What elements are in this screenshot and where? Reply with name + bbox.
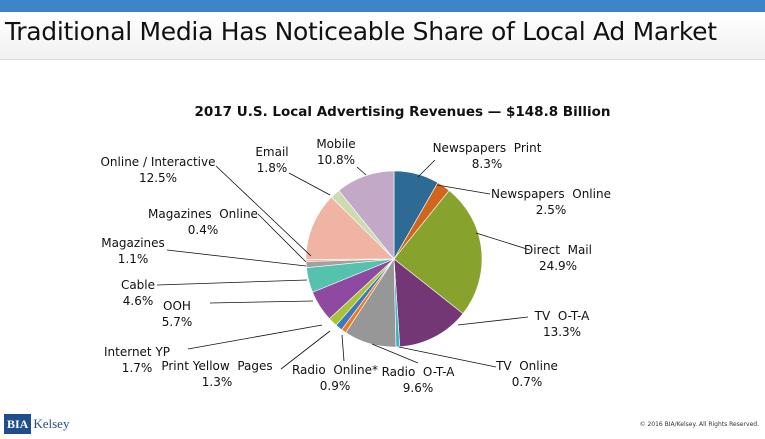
label-name-magazines-online: Magazines Online bbox=[148, 207, 258, 221]
leader-tv-online bbox=[398, 346, 497, 368]
label-value-cable: 4.6% bbox=[123, 294, 154, 308]
label-name-newspapers-print: Newspapers Print bbox=[433, 141, 542, 155]
label-name-online-interactive: Online / Interactive bbox=[100, 155, 215, 169]
logo-mark: BIA bbox=[4, 414, 32, 434]
bia-kelsey-logo: BIA Kelsey bbox=[4, 414, 69, 434]
chart-title: 2017 U.S. Local Advertising Revenues — $… bbox=[194, 104, 611, 120]
leader-direct-mail bbox=[475, 232, 531, 251]
label-value-internet-yp: 1.7% bbox=[122, 361, 153, 375]
leader-radio-online bbox=[341, 334, 345, 362]
leader-print-yellow-pages bbox=[280, 330, 331, 370]
copyright-notice: © 2016 BIA/Kelsey. All Rights Reserved. bbox=[639, 421, 759, 428]
slice-direct-mail bbox=[393, 190, 483, 315]
label-value-direct-mail: 24.9% bbox=[539, 259, 577, 273]
label-value-radio-online: 0.9% bbox=[320, 379, 351, 393]
label-name-radio-o-t-a: Radio O-T-A bbox=[382, 365, 456, 379]
label-name-tv-online: TV Online bbox=[495, 359, 558, 373]
leader-lines bbox=[156, 159, 531, 370]
label-value-magazines-online: 0.4% bbox=[188, 223, 219, 237]
leader-email bbox=[288, 172, 331, 196]
label-name-tv-o-t-a: TV O-T-A bbox=[534, 309, 590, 323]
leader-newspapers-print bbox=[417, 159, 436, 178]
label-value-email: 1.8% bbox=[257, 161, 288, 175]
label-name-mobile: Mobile bbox=[316, 137, 355, 151]
label-name-ooh: OOH bbox=[163, 299, 191, 313]
label-name-magazines: Magazines bbox=[101, 236, 165, 250]
label-name-print-yellow-pages: Print Yellow Pages bbox=[161, 359, 272, 373]
label-value-magazines: 1.1% bbox=[118, 252, 149, 266]
leader-cable bbox=[156, 279, 308, 286]
slice-tv-o-t-a bbox=[393, 258, 464, 348]
top-accent-bar bbox=[0, 0, 765, 12]
slide-title: Traditional Media Has Noticeable Share o… bbox=[5, 17, 717, 46]
slice-labels: Newspapers Print 8.3% Newspapers Online 2.5… bbox=[100, 137, 610, 395]
label-value-tv-online: 0.7% bbox=[512, 375, 543, 389]
label-name-direct-mail: Direct Mail bbox=[524, 243, 592, 257]
slice-online-interactive bbox=[305, 196, 395, 260]
leader-tv-o-t-a bbox=[457, 316, 529, 326]
label-value-online-interactive: 12.5% bbox=[139, 171, 177, 185]
pie-slices bbox=[305, 170, 483, 348]
label-value-print-yellow-pages: 1.3% bbox=[202, 375, 233, 389]
slice-mobile bbox=[338, 170, 395, 260]
leader-magazines-online bbox=[257, 213, 307, 263]
label-value-mobile: 10.8% bbox=[317, 153, 355, 167]
leader-internet-yp bbox=[187, 324, 323, 350]
label-name-internet-yp: Internet YP bbox=[104, 345, 170, 359]
leader-online-interactive bbox=[215, 165, 312, 257]
label-name-cable: Cable bbox=[121, 278, 155, 292]
label-name-email: Email bbox=[255, 145, 288, 159]
leader-radio-o-t-a bbox=[371, 343, 419, 364]
label-value-radio-o-t-a: 9.6% bbox=[403, 381, 434, 395]
leader-ooh bbox=[209, 300, 314, 304]
label-value-ooh: 5.7% bbox=[162, 315, 193, 329]
label-value-tv-o-t-a: 13.3% bbox=[543, 325, 581, 339]
leader-magazines bbox=[166, 249, 307, 267]
title-band: Traditional Media Has Noticeable Share o… bbox=[0, 12, 765, 60]
label-name-radio-online: Radio Online* bbox=[292, 363, 378, 377]
label-value-newspapers-print: 8.3% bbox=[472, 157, 503, 171]
logo-wordmark: Kelsey bbox=[33, 416, 70, 431]
label-name-newspapers-online: Newspapers Online bbox=[491, 187, 611, 201]
leader-mobile bbox=[356, 166, 367, 176]
leader-newspapers-online bbox=[436, 184, 491, 195]
label-value-newspapers-online: 2.5% bbox=[536, 203, 567, 217]
